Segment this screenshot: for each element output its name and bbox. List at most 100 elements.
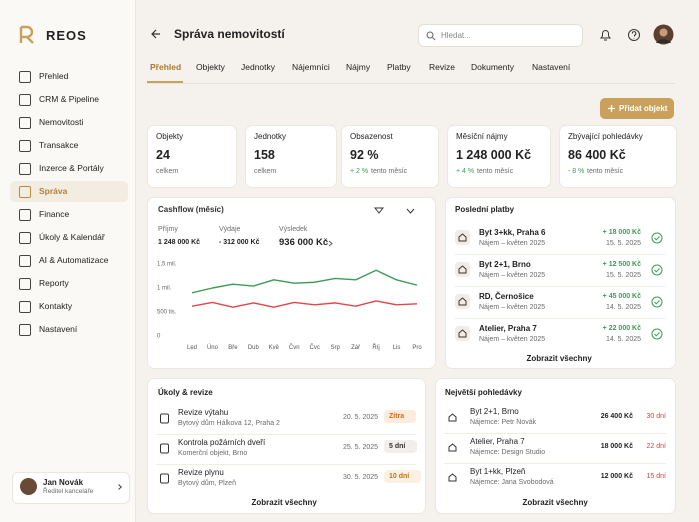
debt-amount: 26 400 Kč bbox=[600, 413, 633, 420]
nav-item[interactable]: Reporty bbox=[39, 278, 69, 288]
x-tick-label: Lis bbox=[393, 345, 401, 351]
nav-item[interactable]: Nemovitosti bbox=[39, 117, 84, 127]
notifications[interactable] bbox=[599, 28, 612, 42]
tab[interactable]: Nastavení bbox=[532, 62, 571, 72]
search-placeholder: Hledat... bbox=[441, 31, 471, 40]
check-icon bbox=[651, 328, 663, 344]
brand: REOS bbox=[46, 28, 87, 43]
kpi-note: tento měsíc bbox=[477, 168, 514, 175]
nav-icon bbox=[19, 301, 31, 313]
divider bbox=[444, 463, 666, 464]
check-icon bbox=[651, 232, 663, 248]
nav-icon bbox=[19, 140, 31, 152]
tab[interactable]: Revize bbox=[429, 62, 455, 72]
task-title: Revize výtahu bbox=[178, 408, 229, 417]
nav-item[interactable]: Transakce bbox=[39, 140, 79, 150]
y-tick-label: 1,5 mil. bbox=[157, 262, 177, 268]
kpi-label: Obsazenost bbox=[350, 132, 393, 141]
nav-item[interactable]: Přehled bbox=[39, 71, 69, 81]
item-icon bbox=[445, 470, 460, 485]
kpi-value: 86 400 Kč bbox=[568, 148, 626, 162]
summary-value: 936 000 Kč bbox=[279, 237, 329, 248]
item-icon bbox=[455, 262, 470, 277]
tab[interactable]: Nájemníci bbox=[292, 62, 330, 72]
task-date: 30. 5. 2025 bbox=[343, 474, 379, 481]
payment-title: Atelier, Praha 7 bbox=[479, 324, 537, 333]
tab[interactable]: Objekty bbox=[196, 62, 225, 72]
x-tick-label: Kvě bbox=[269, 345, 280, 351]
debt-title: Byt 1+kk, Plzeň bbox=[470, 467, 526, 476]
summary-label: Výsledek bbox=[279, 226, 308, 233]
kpi-note: celkem bbox=[254, 168, 277, 175]
divider bbox=[455, 318, 665, 319]
collapse-icon[interactable] bbox=[406, 208, 415, 215]
add-button[interactable]: Přidat objekt bbox=[600, 98, 674, 119]
search-box[interactable]: Hledat... bbox=[418, 24, 583, 47]
filter-icon[interactable] bbox=[374, 207, 384, 216]
task-badge[interactable]: Zítra bbox=[384, 410, 417, 423]
tab[interactable]: Přehled bbox=[150, 62, 182, 72]
nav-item[interactable]: Inzerce & Portály bbox=[39, 163, 104, 173]
x-tick-label: Bře bbox=[228, 345, 238, 351]
user-name: Jan Novák bbox=[43, 478, 84, 487]
avatar[interactable] bbox=[653, 24, 674, 45]
page-title: Správa nemovitostí bbox=[174, 27, 285, 41]
payment-subtitle: Nájem – květen 2025 bbox=[479, 336, 546, 343]
tab[interactable]: Dokumenty bbox=[471, 62, 514, 72]
item-icon bbox=[157, 411, 172, 426]
item-icon bbox=[445, 410, 460, 425]
nav-item[interactable]: Úkoly & Kalendář bbox=[39, 232, 105, 242]
tasks-link[interactable]: Zobrazit všechny bbox=[251, 498, 317, 507]
payments-card bbox=[445, 197, 676, 369]
x-tick-label: Pro bbox=[412, 345, 422, 351]
item-icon bbox=[455, 294, 470, 309]
nav-icon bbox=[19, 71, 31, 83]
debt-title: Atelier, Praha 7 bbox=[470, 437, 525, 446]
kpi-label: Objekty bbox=[156, 132, 184, 141]
help[interactable] bbox=[627, 28, 641, 42]
divider bbox=[156, 464, 416, 465]
nav-item[interactable]: Kontakty bbox=[39, 301, 73, 311]
nav-item[interactable]: AI & Automatizace bbox=[39, 255, 109, 265]
y-tick-label: 500 tis. bbox=[157, 310, 177, 316]
payment-amount: + 45 000 Kč bbox=[602, 293, 641, 300]
kpi-change: + 2 % bbox=[350, 168, 369, 175]
debts-link[interactable]: Zobrazit všechny bbox=[522, 498, 588, 507]
task-title: Kontrola požárních dveří bbox=[178, 438, 266, 447]
item-icon bbox=[455, 326, 470, 341]
cashflow-title: Cashflow (měsíc) bbox=[158, 205, 224, 214]
check-icon bbox=[651, 264, 663, 280]
payment-title: RD, Černošice bbox=[479, 292, 534, 301]
payments-link[interactable]: Zobrazit všechny bbox=[526, 354, 592, 363]
kpi-card bbox=[341, 125, 439, 188]
x-tick-label: Úno bbox=[207, 344, 219, 351]
tab[interactable]: Nájmy bbox=[346, 62, 371, 72]
kpi-value: 92 % bbox=[350, 148, 379, 162]
summary-value: 1 248 000 Kč bbox=[158, 239, 201, 246]
logo-icon bbox=[19, 25, 34, 44]
nav-icon bbox=[19, 232, 31, 244]
task-badge[interactable]: 5 dní bbox=[384, 440, 418, 453]
nav-item[interactable]: CRM & Pipeline bbox=[39, 94, 99, 104]
summary-value: - 312 000 Kč bbox=[219, 239, 260, 246]
x-tick-label: Led bbox=[187, 345, 197, 351]
task-subtitle: Bytový dům, Plzeň bbox=[178, 480, 236, 487]
back-button[interactable] bbox=[150, 28, 162, 40]
tab[interactable]: Jednotky bbox=[241, 62, 276, 72]
kpi-label: Jednotky bbox=[254, 132, 287, 141]
kpi-value: 158 bbox=[254, 148, 275, 162]
payment-title: Byt 2+1, Brno bbox=[479, 260, 531, 269]
summary-label: Výdaje bbox=[219, 226, 241, 233]
payment-date: 15. 5. 2025 bbox=[605, 240, 641, 247]
task-subtitle: Bytový dům Hálkova 12, Praha 2 bbox=[178, 420, 280, 427]
task-subtitle: Komerční objekt, Brno bbox=[178, 450, 248, 457]
series-line bbox=[191, 269, 418, 294]
nav-item[interactable]: Finance bbox=[39, 209, 70, 219]
task-badge[interactable]: 10 dní bbox=[384, 470, 422, 483]
debts-card bbox=[435, 378, 676, 514]
nav-item[interactable]: Nastavení bbox=[39, 324, 78, 334]
y-tick-label: 0 bbox=[157, 334, 161, 340]
nav-item[interactable]: Správa bbox=[39, 186, 68, 196]
debt-amount: 18 000 Kč bbox=[600, 443, 633, 450]
tab[interactable]: Platby bbox=[387, 62, 411, 72]
